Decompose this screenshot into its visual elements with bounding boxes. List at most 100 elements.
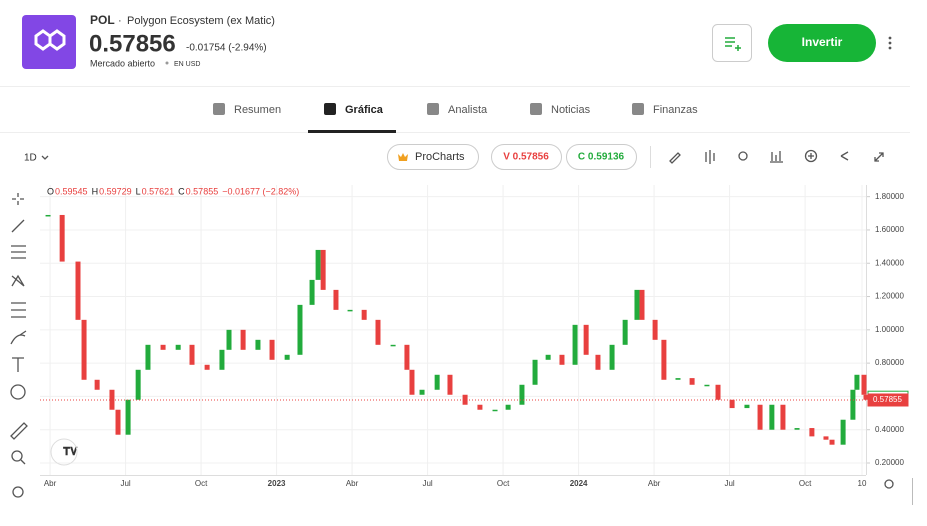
tab[interactable]: Noticias [551, 104, 591, 116]
price: 0.57856 [89, 30, 176, 57]
x-tick-label: Oct [195, 479, 208, 488]
price-tag [867, 393, 909, 407]
candle [160, 344, 166, 350]
procharts-label: ProCharts [415, 151, 465, 163]
candle [419, 389, 425, 395]
candle [477, 404, 483, 410]
active-tab-underline [308, 130, 396, 133]
sell-label: V 0.57856 [503, 152, 549, 163]
crown-icon [398, 153, 408, 161]
candle [297, 304, 303, 355]
candle [780, 404, 786, 430]
settings-icon[interactable] [884, 479, 894, 489]
candle [94, 379, 100, 390]
candle [175, 344, 181, 350]
candle [81, 319, 87, 380]
candle [333, 289, 339, 310]
tab[interactable]: Gráfica [345, 104, 384, 116]
ohlc-key: O [47, 186, 54, 196]
candle [390, 344, 396, 347]
candle [744, 404, 750, 409]
candle [219, 349, 225, 370]
candle [545, 354, 551, 360]
candle [729, 399, 735, 409]
candle [226, 329, 232, 350]
candle [572, 324, 578, 365]
watchlist-button[interactable] [712, 24, 752, 62]
x-tick-label: Abr [346, 479, 359, 488]
tab[interactable]: Finanzas [653, 104, 698, 116]
tab-icon [213, 103, 225, 115]
candle [809, 428, 815, 437]
candle [675, 378, 681, 380]
candle [45, 214, 51, 217]
candle [404, 344, 410, 370]
candle [854, 374, 860, 390]
candle [135, 369, 141, 400]
interval[interactable]: 1D [24, 153, 37, 164]
tab-icon [324, 103, 336, 115]
candle [361, 309, 367, 320]
price-tag-label: 0.57855 [873, 395, 902, 404]
interval-caret [41, 155, 49, 160]
candle [840, 419, 846, 445]
candle [204, 364, 210, 370]
y-tick-label: 0.40000 [875, 425, 904, 434]
tab-icon [530, 103, 542, 115]
candle [757, 404, 763, 430]
ohlc-key: H [92, 186, 99, 196]
dot [165, 61, 169, 65]
candle [447, 374, 453, 395]
invest-button[interactable] [768, 24, 876, 62]
candle [794, 428, 800, 430]
candle [639, 289, 645, 320]
tv-logo: 𝐓𝐕 [63, 446, 78, 458]
buy-button[interactable] [566, 144, 637, 170]
tab-icon [427, 103, 439, 115]
candle [519, 384, 525, 405]
drawing-tools[interactable] [10, 193, 28, 498]
candle [850, 389, 856, 420]
candle [320, 249, 326, 290]
more-menu[interactable] [888, 36, 892, 50]
candle [823, 436, 829, 440]
candle [609, 344, 615, 370]
candle [505, 404, 511, 410]
candle [492, 409, 498, 412]
y-tick-label: 0.80000 [875, 358, 904, 367]
candle [715, 384, 721, 400]
tab-icon [632, 103, 644, 115]
invest-label: Invertir [802, 35, 843, 49]
ohlc-value: 0.59729 [99, 186, 132, 196]
candle [462, 394, 468, 405]
tab[interactable]: Resumen [234, 104, 281, 116]
candle [309, 279, 315, 305]
y-tick-label: 1.20000 [875, 292, 904, 301]
procharts-button[interactable] [387, 144, 479, 170]
tab[interactable]: Analista [448, 104, 488, 116]
x-tick-label: Jul [724, 479, 734, 488]
separator: · [118, 15, 122, 27]
asset-name: Polygon Ecosystem (ex Matic) [127, 15, 275, 27]
y-tick-label: 0.20000 [875, 458, 904, 467]
x-tick-label: Jul [120, 479, 130, 488]
candle [240, 329, 246, 350]
candle [109, 389, 115, 410]
y-tick-label: 1.40000 [875, 258, 904, 267]
x-tick-label: 2024 [570, 479, 588, 488]
candle [409, 369, 415, 395]
candle [347, 309, 353, 312]
candle [769, 404, 775, 430]
candle [75, 261, 81, 320]
candle [434, 374, 440, 390]
candle [269, 339, 275, 360]
sell-button[interactable] [491, 144, 562, 170]
candle [59, 214, 65, 262]
logo-mark [34, 29, 66, 51]
candle [863, 394, 869, 400]
toolbar-icons[interactable] [669, 149, 884, 164]
candle [255, 339, 261, 350]
candle [559, 354, 565, 365]
candle [829, 439, 835, 445]
